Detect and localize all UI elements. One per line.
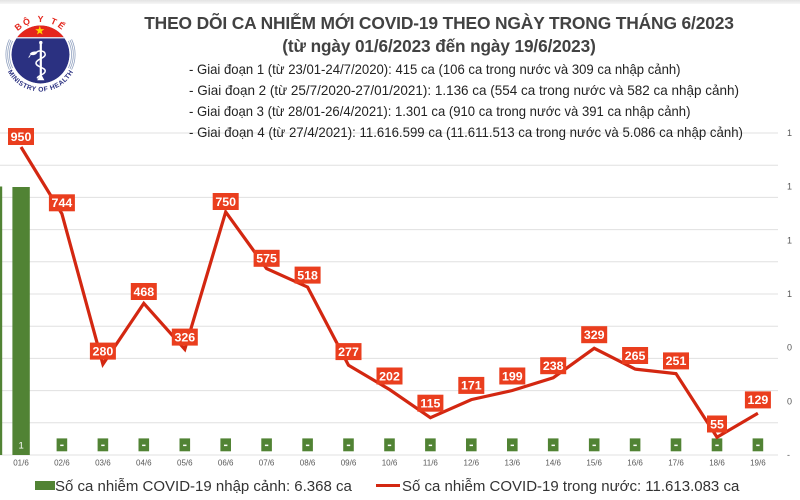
svg-text:06/6: 06/6 <box>218 459 234 468</box>
svg-text:199: 199 <box>502 369 523 383</box>
svg-text:55: 55 <box>710 417 724 431</box>
svg-text:-: - <box>787 450 790 460</box>
svg-text:129: 129 <box>748 393 769 407</box>
svg-text:07/6: 07/6 <box>259 459 275 468</box>
svg-text:19/6: 19/6 <box>750 459 766 468</box>
svg-text:17/6: 17/6 <box>668 459 684 468</box>
svg-text:16/6: 16/6 <box>627 459 643 468</box>
svg-text:326: 326 <box>174 330 195 344</box>
svg-text:0: 0 <box>787 396 792 406</box>
svg-text:10/6: 10/6 <box>382 459 398 468</box>
svg-text:1: 1 <box>18 441 23 452</box>
svg-text:575: 575 <box>256 252 277 266</box>
svg-text:04/6: 04/6 <box>136 459 152 468</box>
svg-text:171: 171 <box>461 379 482 393</box>
svg-text:11/6: 11/6 <box>423 459 439 468</box>
svg-text:1: 1 <box>787 289 792 299</box>
svg-text:329: 329 <box>584 328 605 342</box>
svg-text:251: 251 <box>666 354 687 368</box>
svg-text:744: 744 <box>52 196 73 210</box>
svg-text:01/6: 01/6 <box>13 459 29 468</box>
svg-text:13/6: 13/6 <box>505 459 521 468</box>
svg-text:18/6: 18/6 <box>709 459 725 468</box>
svg-text:05/6: 05/6 <box>177 459 193 468</box>
svg-text:950: 950 <box>11 130 32 144</box>
svg-text:1: 1 <box>787 182 792 192</box>
svg-text:02/6: 02/6 <box>54 459 70 468</box>
svg-text:1: 1 <box>787 235 792 245</box>
svg-text:12/6: 12/6 <box>464 459 480 468</box>
svg-text:09/6: 09/6 <box>341 459 357 468</box>
svg-text:1: 1 <box>787 128 792 138</box>
svg-text:238: 238 <box>543 359 564 373</box>
svg-text:08/6: 08/6 <box>300 459 316 468</box>
svg-text:14/6: 14/6 <box>545 459 561 468</box>
svg-text:0: 0 <box>787 343 792 353</box>
svg-text:202: 202 <box>379 369 400 383</box>
svg-text:115: 115 <box>420 397 440 411</box>
svg-text:265: 265 <box>625 349 646 363</box>
svg-text:277: 277 <box>338 345 359 359</box>
svg-text:468: 468 <box>133 285 154 299</box>
svg-text:03/6: 03/6 <box>95 459 111 468</box>
svg-text:280: 280 <box>93 344 114 358</box>
svg-text:518: 518 <box>297 268 318 282</box>
svg-text:15/6: 15/6 <box>586 459 602 468</box>
svg-text:750: 750 <box>215 195 236 209</box>
